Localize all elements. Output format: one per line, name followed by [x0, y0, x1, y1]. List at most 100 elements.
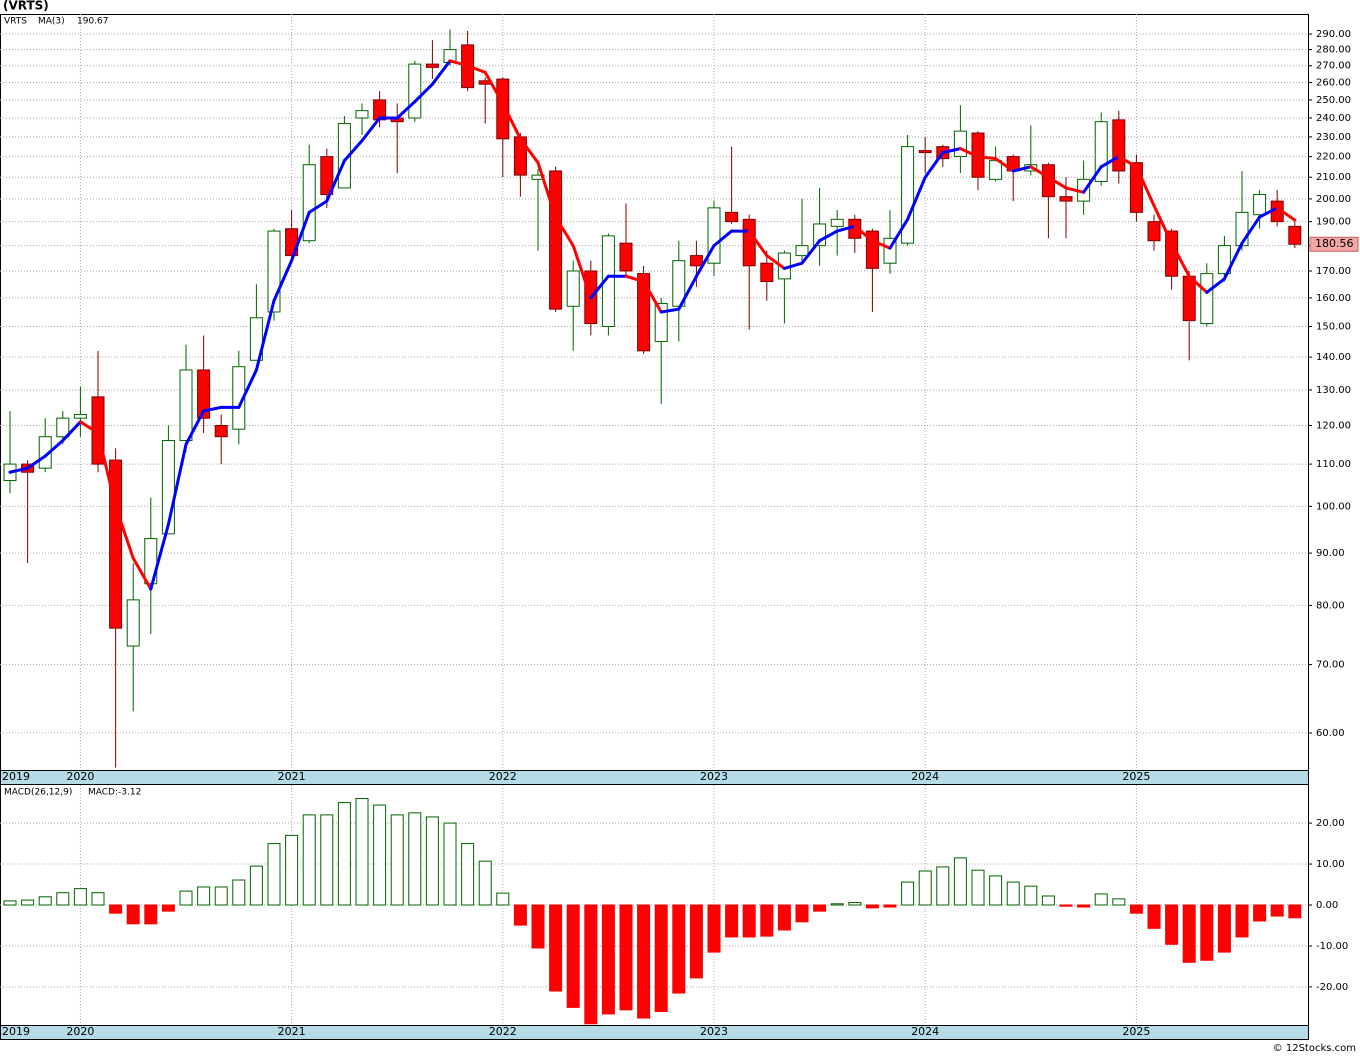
macd-bar — [478, 860, 492, 906]
last-price-label: 180.56 — [1315, 237, 1354, 250]
macd-bar — [249, 865, 263, 906]
ma-line — [1117, 155, 1138, 169]
ma-line — [325, 159, 346, 203]
macd-bar — [214, 886, 228, 906]
candle-body — [73, 414, 87, 419]
candle-body — [126, 599, 140, 647]
ma-line — [765, 254, 786, 270]
x-tick-label: 2025 — [1122, 770, 1150, 783]
macd-bar — [302, 814, 316, 906]
ma-line — [1099, 155, 1121, 169]
macd-bar — [777, 904, 791, 931]
macd-bar — [672, 904, 686, 994]
ma-line — [800, 239, 822, 265]
y-tick-label: -10.00 — [1316, 941, 1348, 952]
ma-line — [1152, 204, 1174, 245]
ma-line — [554, 215, 575, 248]
candle-body — [742, 218, 756, 267]
macd-bar — [91, 892, 105, 906]
macd-bar — [795, 904, 809, 923]
macd-bar — [619, 904, 633, 1011]
macd-bar — [848, 902, 862, 906]
ma-line — [694, 244, 716, 278]
chart-title: (VRTS) — [3, 0, 49, 13]
ma-line — [906, 175, 927, 221]
y-tick-label: 60.00 — [1316, 728, 1345, 739]
macd-bar — [390, 814, 404, 906]
macd-bar — [725, 904, 739, 938]
macd-bar — [38, 896, 52, 906]
candle-body — [1059, 196, 1073, 202]
macd-bar — [21, 899, 35, 906]
candle-body — [1288, 225, 1302, 245]
ma-line — [1240, 215, 1262, 245]
y-tick-label: 240.00 — [1316, 113, 1351, 124]
macd-bar — [531, 904, 545, 949]
candle-body — [56, 417, 70, 438]
ma-line — [712, 229, 734, 248]
macd-bar — [971, 869, 985, 906]
candle-body — [795, 245, 809, 257]
macd-bar — [355, 798, 369, 906]
macd-bar — [1006, 881, 1020, 906]
candle-body — [496, 78, 510, 140]
legend-value: MACD:-3.12 — [88, 788, 141, 798]
x-tick-label: 2024 — [911, 770, 939, 783]
ma-line — [1187, 274, 1209, 294]
ma-line — [571, 244, 593, 300]
macd-bar — [883, 904, 897, 908]
macd-bar — [1253, 904, 1267, 922]
y-tick-label: 70.00 — [1316, 660, 1345, 671]
y-tick-label: 170.00 — [1316, 266, 1351, 277]
ma-line — [8, 466, 30, 474]
y-tick-label: 270.00 — [1316, 61, 1351, 72]
y-tick-label: 110.00 — [1316, 459, 1351, 470]
macd-bar — [901, 881, 915, 906]
macd-bar — [285, 834, 299, 906]
y-tick-label: 160.00 — [1316, 293, 1351, 304]
candle-body — [901, 146, 915, 244]
ma-line — [1064, 186, 1086, 194]
candle-body — [1217, 245, 1231, 275]
y-tick-label: 290.00 — [1316, 29, 1351, 40]
macd-bar — [425, 816, 439, 906]
candle-body — [566, 270, 580, 307]
ma-line — [96, 431, 118, 508]
macd-bar — [1288, 904, 1302, 919]
macd-bar — [1059, 904, 1073, 907]
y-tick-label: 200.00 — [1316, 194, 1351, 205]
ma-line — [642, 280, 663, 314]
macd-bar — [1200, 904, 1214, 961]
macd-bar — [601, 904, 615, 1015]
macd-bar — [1217, 904, 1231, 953]
macd-bar — [865, 904, 879, 909]
y-tick-label: 10.00 — [1316, 859, 1345, 870]
ma-line — [466, 64, 487, 74]
macd-bar — [707, 904, 721, 953]
ma-line — [870, 239, 892, 250]
ma-line — [114, 504, 135, 560]
macd-bar — [1235, 904, 1249, 938]
ma-line — [589, 274, 610, 300]
x-tick-label: 2025 — [1122, 1025, 1150, 1038]
ma-line — [342, 139, 364, 163]
candle-body — [1253, 193, 1267, 216]
y-tick-label: 150.00 — [1316, 322, 1351, 333]
y-tick-label: 20.00 — [1316, 818, 1345, 829]
last-price-box — [1309, 236, 1359, 252]
ma-line — [958, 147, 980, 159]
ma-line — [1046, 175, 1068, 190]
macd-bar — [337, 802, 351, 906]
ma-line — [1134, 165, 1156, 208]
ma-line — [923, 151, 945, 179]
candle-body — [619, 242, 633, 272]
candle-body — [1147, 221, 1161, 242]
ma-line — [1205, 277, 1226, 294]
macd-bar — [73, 888, 87, 906]
candle-body — [637, 273, 651, 352]
y-tick-label: 100.00 — [1316, 501, 1351, 512]
macd-bar — [989, 875, 1003, 906]
ma-line — [290, 210, 311, 263]
candle-body — [953, 130, 967, 158]
